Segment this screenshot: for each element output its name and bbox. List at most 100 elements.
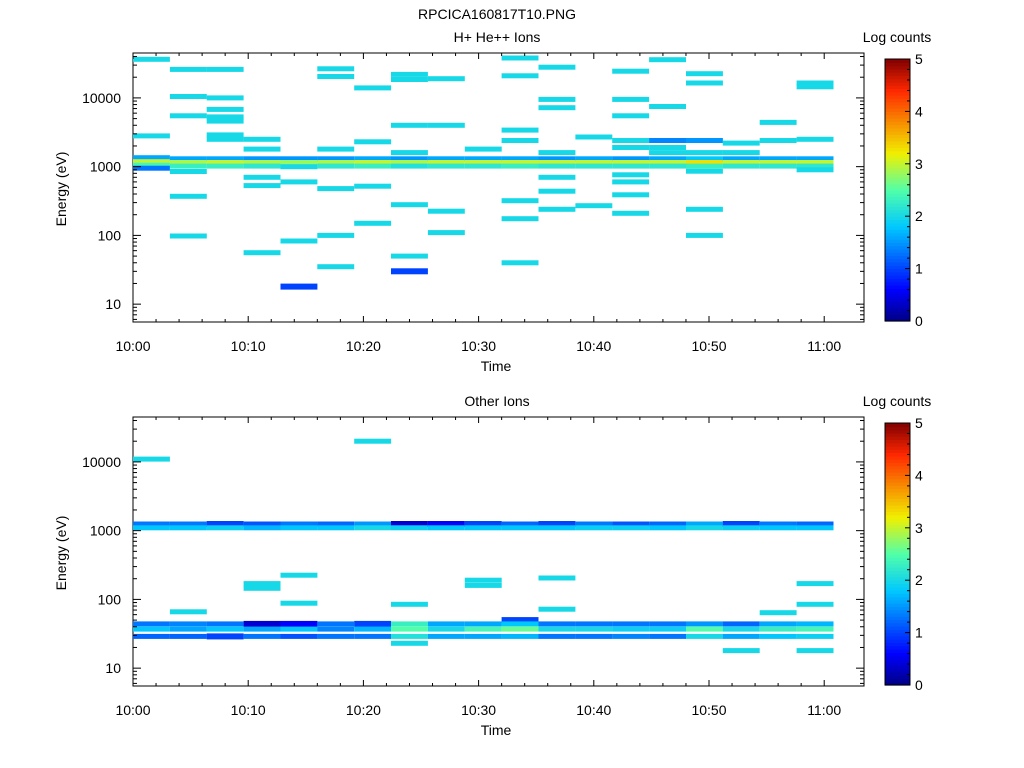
colorbar-swatch (885, 212, 910, 217)
heatmap-cell (538, 163, 576, 169)
colorbar-swatch (885, 88, 910, 93)
heatmap-cell (317, 160, 355, 165)
colorbar-swatch (885, 173, 910, 178)
heatmap-cell (317, 525, 355, 531)
heatmap-cell (354, 183, 392, 189)
x-tick-label: 10:40 (576, 338, 611, 354)
heatmap-cell (427, 621, 465, 627)
colorbar-swatch (885, 252, 910, 257)
heatmap-cell (206, 525, 244, 531)
colorbar-swatch (885, 570, 910, 575)
heatmap-cell (759, 160, 797, 165)
colorbar-swatch (885, 232, 910, 237)
heatmap-cell (133, 159, 170, 165)
colorbar-swatch (885, 59, 910, 63)
colorbar-swatch (885, 160, 910, 165)
y-tick-label: 10 (105, 660, 121, 676)
colorbar-swatch (885, 554, 910, 558)
colorbar-swatch (885, 72, 910, 76)
heatmap-cell (133, 165, 170, 171)
heatmap-cell (722, 621, 760, 627)
colorbar-swatch (885, 314, 910, 319)
colorbar-swatch (885, 75, 910, 80)
colorbar-swatch (885, 281, 910, 286)
heatmap-cell (206, 66, 244, 72)
heatmap-cell (206, 95, 244, 101)
heatmap-cell (317, 163, 355, 169)
heatmap-cell (427, 633, 465, 639)
heatmap-cell (686, 521, 723, 527)
heatmap-cell (759, 163, 797, 169)
colorbar-swatch (885, 635, 910, 640)
heatmap-cell (317, 146, 355, 152)
colorbar-tick-label: 5 (915, 415, 923, 431)
colorbar-swatch (885, 62, 910, 67)
heatmap-cell (169, 94, 207, 99)
heatmap-cell (759, 626, 797, 632)
heatmap-cell (686, 232, 723, 238)
heatmap-cell (538, 206, 576, 212)
heatmap-cell (722, 633, 760, 639)
colorbar-swatch (885, 629, 910, 634)
heatmap-cell (796, 648, 834, 654)
heatmap-cell (612, 113, 650, 119)
heatmap-cell (649, 104, 686, 109)
heatmap-cell (759, 633, 797, 639)
heatmap-cell (575, 160, 613, 165)
colorbar-swatch (885, 521, 910, 526)
colorbar-frame (884, 422, 911, 686)
heatmap-cell (317, 633, 355, 639)
colorbar-swatch (885, 567, 910, 571)
heatmap-cell (612, 626, 650, 632)
heatmap-cell (169, 193, 207, 199)
other-ions-panel: Other Ions Log counts Time Energy (eV) 1… (53, 393, 931, 738)
heatmap-cell (169, 633, 207, 639)
heatmap-cell (317, 66, 355, 72)
heatmap-cell (280, 160, 318, 165)
x-axis-label: Time (481, 722, 512, 738)
heatmap-cell (501, 198, 539, 204)
colorbar-swatch (885, 157, 910, 162)
heatmap-cell (501, 156, 539, 162)
heatmap-cell (722, 140, 760, 146)
heatmap-cell (317, 74, 355, 79)
colorbar-swatch (885, 671, 910, 676)
colorbar-swatch (885, 511, 910, 516)
heatmap-cell (759, 156, 797, 162)
heatmap-cell (354, 633, 392, 639)
colorbar-swatch (885, 537, 910, 542)
heatmap-cell (391, 633, 428, 639)
y-tick-label: 100 (98, 227, 122, 243)
colorbar-swatch (885, 619, 910, 624)
y-tick-label: 100 (98, 591, 122, 607)
heatmap-cell (649, 163, 686, 169)
colorbar-swatch (885, 163, 910, 168)
colorbar-swatch (885, 81, 910, 86)
colorbar-swatch (885, 91, 910, 96)
colorbar-swatch (885, 219, 910, 224)
colorbar-frame (884, 58, 911, 322)
heatmap-cell (501, 521, 539, 527)
heatmap-cell (796, 633, 834, 639)
colorbar-tick-label: 3 (915, 156, 923, 172)
heatmap-cell (538, 633, 576, 639)
colorbar-swatch (885, 655, 910, 660)
heatmap-cell (133, 133, 170, 139)
heatmap-cell (575, 156, 613, 162)
heatmap-cell (649, 156, 686, 162)
colorbar-swatch (885, 235, 910, 240)
heatmap-cell (427, 525, 465, 531)
heatmap-cell (538, 105, 576, 111)
heatmap-cell (538, 150, 576, 156)
heatmap-cell (391, 202, 428, 208)
colorbar-swatch (885, 255, 910, 260)
heatmap-cell (575, 626, 613, 632)
heatmap-cell (686, 168, 723, 174)
heatmap-cell (169, 609, 207, 615)
colorbar-swatch (885, 652, 910, 657)
x-axis-label: Time (481, 358, 512, 374)
colorbar-swatch (885, 311, 910, 316)
heatmap-cell (612, 68, 650, 74)
heatmap-cell (317, 626, 355, 632)
colorbar-tick-label: 4 (915, 467, 923, 483)
